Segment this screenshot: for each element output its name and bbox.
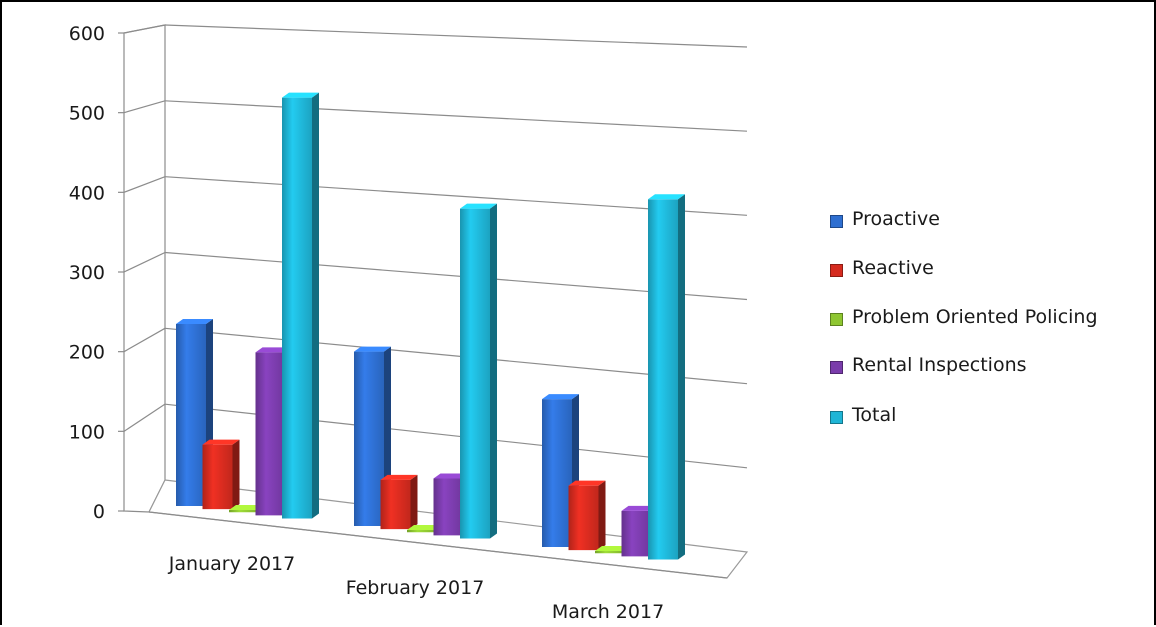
bar-proactive-2-top: [354, 346, 391, 352]
bar-proactive-3-top: [542, 394, 579, 400]
legend-swatch-problem-oriented-policing: [830, 313, 843, 326]
x-tick-label: March 2017: [552, 601, 664, 623]
bar-reactive-1: [202, 439, 240, 510]
x-axis-line: [148, 511, 728, 579]
gridline-side: [123, 327, 166, 353]
gridline-side: [123, 100, 166, 114]
bar-rental-inspections-3-front: [621, 510, 652, 557]
bar-total-1: [282, 92, 319, 519]
legend-label-rental-inspections: Rental Inspections: [852, 354, 1027, 376]
y-axis-ticks: 0 100 200 300 400 500 600: [69, 23, 124, 523]
bar-total-3: [648, 194, 685, 560]
legend-swatch-reactive: [830, 264, 843, 277]
bar-reactive-3-side: [598, 480, 606, 551]
bar-total-3-top: [648, 194, 685, 200]
x-axis-ticks: January 2017 February 2017 March 2017: [168, 553, 664, 623]
bar-reactive-2-top: [380, 474, 418, 480]
bar-proactive-2-front: [354, 351, 384, 526]
y-tick-label: 200: [69, 342, 105, 364]
bar-proactive-1-front: [176, 324, 206, 506]
gridline: [164, 100, 748, 132]
x-tick-label: February 2017: [346, 577, 485, 599]
legend-label-total: Total: [852, 404, 897, 426]
bar-total-2-side: [490, 203, 497, 539]
bar-total-2-top: [460, 203, 497, 209]
y-tick-label: 400: [69, 182, 105, 204]
bar-proactive-1-top: [176, 319, 213, 324]
bar-total-1-top: [282, 92, 319, 98]
y-tick-label: 300: [69, 262, 105, 284]
bar-total-3-side: [678, 194, 685, 560]
bar-total-2: [460, 203, 497, 539]
bar-proactive-1: [176, 319, 213, 506]
bar-proactive-3: [542, 394, 579, 547]
bar-problem-oriented-policing-2-front: [407, 529, 437, 533]
bar-reactive-2-front: [380, 479, 411, 530]
bar-reactive-1-side: [232, 439, 240, 510]
legend-swatch-rental-inspections: [830, 361, 843, 374]
legend-swatch-total: [830, 411, 843, 424]
legend-swatch-proactive: [830, 215, 843, 228]
gridline-side: [123, 176, 166, 193]
y-tick-label: 500: [69, 103, 105, 125]
bar-reactive-2: [380, 474, 418, 530]
gridline: [164, 24, 748, 48]
bar-reactive-1-front: [202, 444, 233, 510]
bar-reactive-3: [568, 480, 606, 551]
x-tick-label: January 2017: [168, 553, 295, 575]
legend-label-proactive: Proactive: [852, 208, 940, 230]
bar-rental-inspections-2-front: [433, 478, 464, 536]
gridline-side: [123, 251, 166, 273]
y-tick-label: 600: [69, 23, 105, 45]
bar-reactive-2-side: [410, 474, 418, 530]
bar-total-1-front: [282, 97, 312, 519]
bar-total-2-front: [460, 208, 490, 539]
bar-rental-inspections-1-front: [255, 352, 286, 516]
y-tick-label: 0: [93, 501, 105, 523]
bar-problem-oriented-policing-1-front: [229, 509, 259, 513]
bar-total-3-front: [648, 199, 678, 560]
bar-problem-oriented-policing-3-front: [595, 550, 625, 554]
bar-reactive-3-front: [568, 485, 599, 551]
bar-reactive-1-top: [202, 439, 240, 445]
bars: [176, 92, 685, 560]
legend-label-reactive: Reactive: [852, 257, 934, 279]
legend-label-problem-oriented-policing: Problem Oriented Policing: [852, 306, 1098, 328]
bar-proactive-3-front: [542, 399, 572, 547]
gridline-side: [123, 403, 166, 432]
bar-reactive-3-top: [568, 480, 606, 486]
bar-total-1-side: [312, 92, 319, 519]
y-tick-label: 100: [69, 421, 105, 443]
